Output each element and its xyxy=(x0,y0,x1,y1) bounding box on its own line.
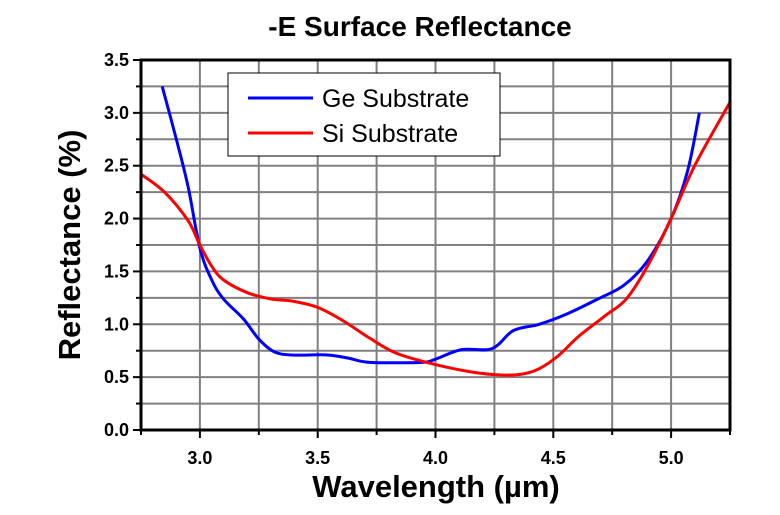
y-tick-label: 3.0 xyxy=(104,103,129,123)
y-axis-label: Reflectance (%) xyxy=(52,130,87,361)
x-tick-label: 3.0 xyxy=(187,448,212,468)
legend: Ge Substrate Si Substrate xyxy=(227,72,501,157)
y-tick-label: 2.5 xyxy=(104,156,129,176)
y-tick-label: 1.5 xyxy=(104,261,129,281)
x-tick-label: 5.0 xyxy=(659,448,684,468)
y-tick-label: 3.5 xyxy=(104,50,129,70)
legend-box xyxy=(227,72,501,157)
chart-title: -E Surface Reflectance xyxy=(268,11,571,42)
series-line-ge xyxy=(160,86,701,365)
series-line-si xyxy=(140,101,732,377)
legend-label-si: Si Substrate xyxy=(322,120,458,148)
series-lines xyxy=(140,86,732,377)
y-tick-label: 0.5 xyxy=(104,367,129,387)
y-tick-label: 0.0 xyxy=(104,420,129,440)
x-axis-label: Wavelength (µm) xyxy=(312,469,560,504)
y-tick-label: 1.0 xyxy=(104,314,129,334)
x-tick-labels: 3.0 3.5 4.0 4.5 5.0 xyxy=(187,448,683,468)
y-tick-label: 2.0 xyxy=(104,209,129,229)
x-tick-label: 4.0 xyxy=(423,448,448,468)
y-tick-labels: 0.0 0.5 1.0 1.5 2.0 2.5 3.0 3.5 xyxy=(104,50,129,440)
legend-label-ge: Ge Substrate xyxy=(322,85,469,113)
axes xyxy=(133,58,732,438)
x-tick-label: 3.5 xyxy=(305,448,330,468)
x-tick-label: 4.5 xyxy=(541,448,566,468)
